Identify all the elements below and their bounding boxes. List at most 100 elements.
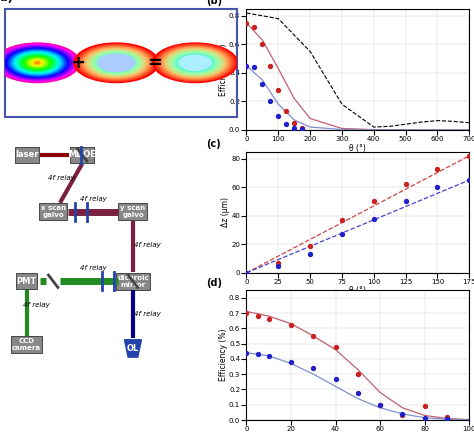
Point: [443, 416, 451, 423]
FancyBboxPatch shape: [16, 273, 37, 289]
Text: CCD
camera: CCD camera: [12, 338, 41, 351]
Point: [287, 322, 295, 329]
Point: [354, 371, 362, 378]
Text: OL: OL: [127, 344, 139, 353]
Point: [291, 120, 298, 126]
Point: [421, 414, 428, 421]
X-axis label: θ (°): θ (°): [349, 143, 366, 152]
Circle shape: [164, 48, 226, 77]
Y-axis label: Efficiency (%): Efficiency (%): [219, 329, 228, 381]
Text: (c): (c): [206, 139, 221, 149]
Circle shape: [176, 54, 214, 71]
Point: [254, 351, 262, 358]
Point: [376, 402, 384, 409]
Circle shape: [8, 49, 66, 76]
Circle shape: [100, 55, 132, 70]
Circle shape: [162, 48, 228, 78]
Point: [465, 177, 473, 184]
Point: [274, 259, 282, 266]
FancyBboxPatch shape: [116, 273, 150, 290]
Text: 4f relay: 4f relay: [134, 311, 161, 317]
Point: [306, 251, 314, 258]
Circle shape: [193, 61, 198, 64]
Point: [421, 403, 428, 410]
Text: 4f relay: 4f relay: [80, 196, 107, 202]
Text: PMT: PMT: [17, 277, 36, 286]
Point: [299, 126, 306, 132]
Circle shape: [169, 51, 221, 75]
Point: [465, 152, 473, 159]
Circle shape: [160, 46, 230, 79]
Circle shape: [155, 44, 235, 81]
Point: [259, 41, 266, 48]
Text: MDOE: MDOE: [68, 150, 96, 159]
Text: (d): (d): [206, 278, 222, 288]
X-axis label: θ (°): θ (°): [349, 286, 366, 295]
Point: [376, 402, 384, 409]
Circle shape: [95, 53, 137, 73]
Point: [259, 81, 266, 88]
Point: [310, 333, 317, 339]
Point: [283, 108, 290, 115]
Circle shape: [84, 48, 148, 78]
Circle shape: [0, 45, 74, 80]
Circle shape: [179, 55, 212, 71]
Point: [310, 365, 317, 372]
Circle shape: [111, 60, 121, 65]
Point: [243, 19, 250, 26]
Point: [354, 389, 362, 396]
Circle shape: [13, 52, 61, 74]
Point: [265, 352, 273, 359]
Circle shape: [87, 49, 146, 76]
Point: [266, 62, 274, 69]
Circle shape: [108, 59, 124, 67]
Point: [251, 24, 258, 31]
Circle shape: [167, 50, 223, 76]
Point: [251, 64, 258, 71]
Polygon shape: [125, 340, 141, 357]
Circle shape: [16, 53, 58, 73]
Point: [287, 359, 295, 365]
Point: [243, 269, 250, 276]
FancyBboxPatch shape: [11, 336, 42, 353]
Circle shape: [79, 45, 153, 80]
Point: [243, 62, 250, 69]
Circle shape: [188, 59, 202, 66]
Text: laser: laser: [15, 150, 38, 159]
Circle shape: [76, 44, 156, 81]
Circle shape: [172, 52, 219, 74]
Point: [332, 375, 339, 382]
Point: [265, 316, 273, 323]
Y-axis label: Efficiency (%): Efficiency (%): [219, 43, 228, 96]
Circle shape: [3, 47, 72, 79]
Circle shape: [6, 48, 69, 78]
Point: [443, 414, 451, 420]
Text: 4f relay: 4f relay: [23, 301, 50, 307]
Text: 4f relay: 4f relay: [48, 175, 75, 181]
Circle shape: [106, 58, 127, 68]
Y-axis label: Δz (μm): Δz (μm): [221, 197, 230, 227]
Circle shape: [27, 58, 48, 68]
Point: [306, 242, 314, 249]
Point: [402, 198, 410, 205]
Circle shape: [35, 61, 40, 64]
Circle shape: [29, 59, 45, 67]
Circle shape: [153, 43, 237, 83]
Text: y scan
galvo: y scan galvo: [120, 205, 146, 218]
Point: [243, 349, 250, 356]
Text: =: =: [147, 54, 162, 72]
Circle shape: [191, 61, 200, 65]
Text: 4f relay: 4f relay: [134, 242, 161, 248]
Point: [274, 87, 282, 94]
Circle shape: [90, 51, 143, 75]
Text: +: +: [71, 54, 85, 72]
Point: [243, 269, 250, 276]
Circle shape: [21, 55, 53, 70]
Circle shape: [0, 43, 80, 83]
Circle shape: [186, 58, 205, 67]
Circle shape: [183, 57, 207, 68]
Point: [402, 181, 410, 188]
FancyBboxPatch shape: [39, 203, 67, 220]
Circle shape: [179, 55, 211, 71]
Point: [338, 231, 346, 238]
